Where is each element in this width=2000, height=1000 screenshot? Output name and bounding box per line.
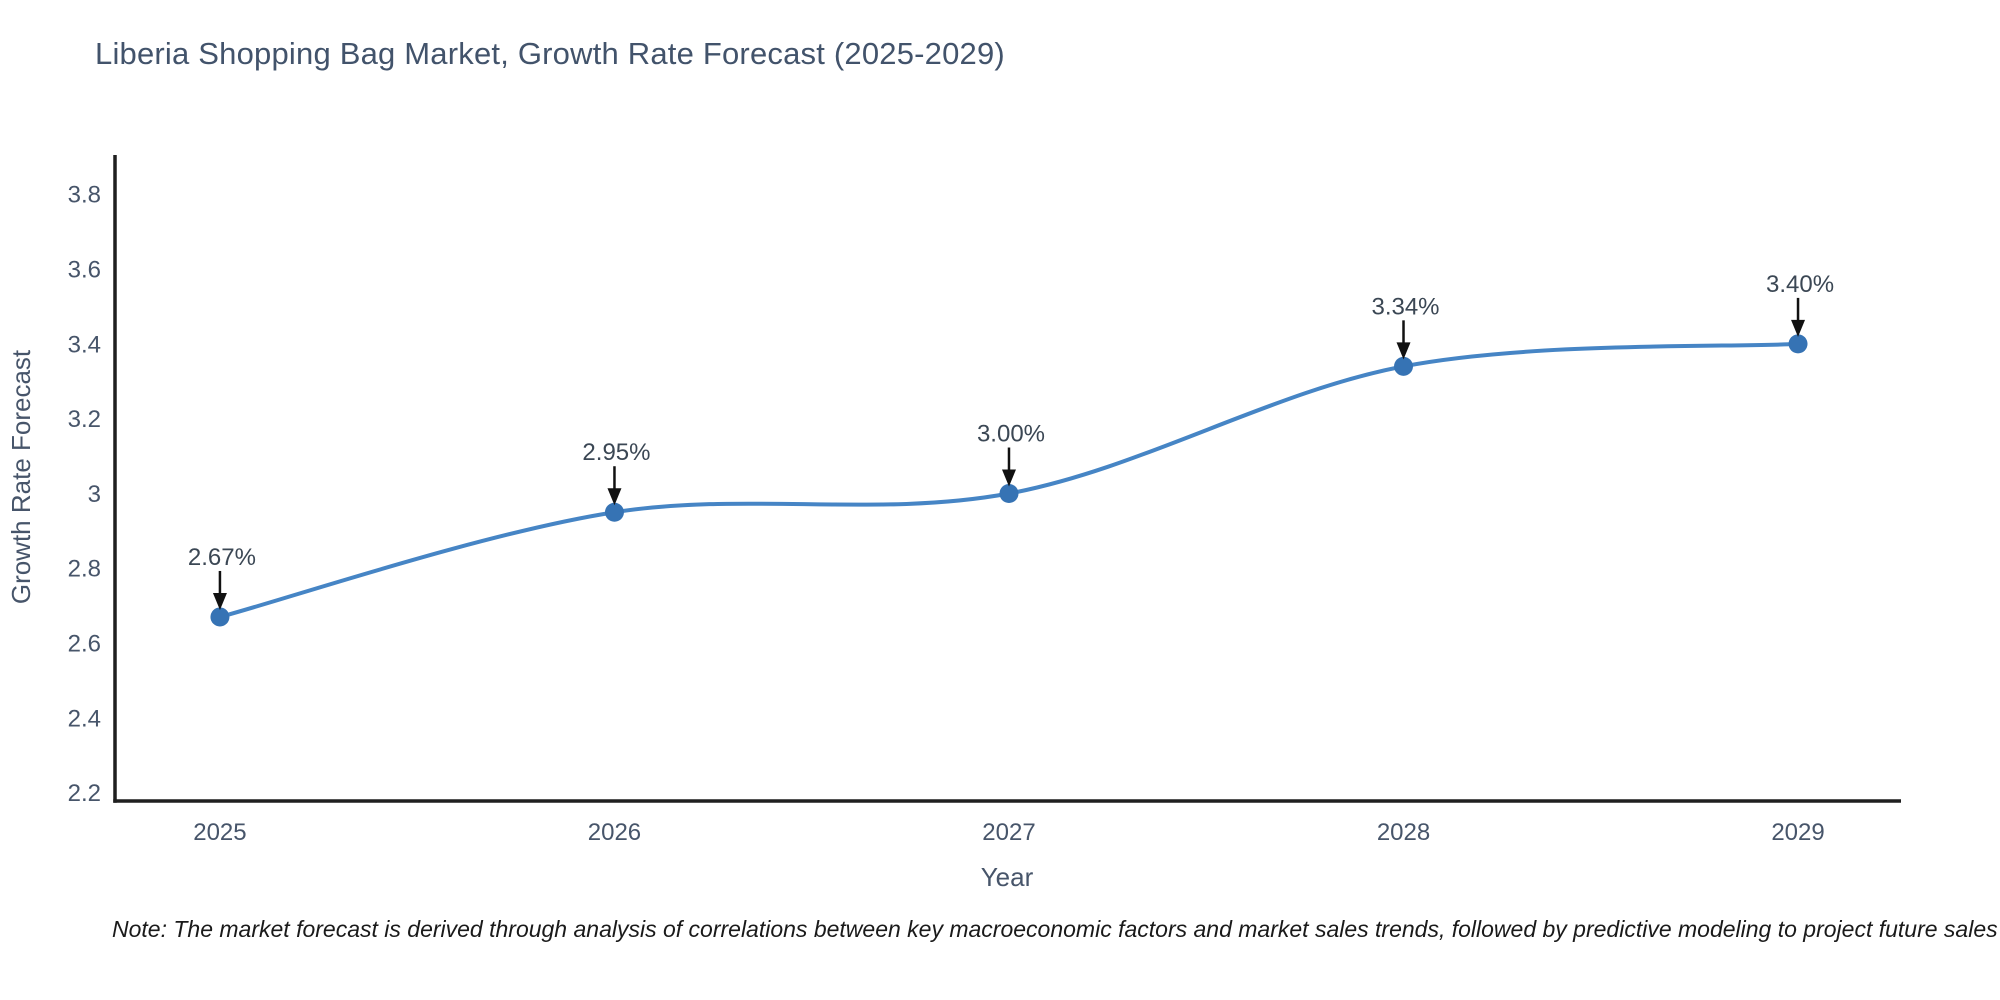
x-axis-ticks: 2025 2026 2027 2028 2029 — [193, 819, 1824, 846]
data-points — [210, 334, 1808, 627]
annotation-arrow-head — [1396, 342, 1411, 360]
y-axis-ticks: 2.2 2.4 2.6 2.8 3 3.2 3.4 3.6 3.8 — [68, 182, 101, 807]
data-point-marker — [1394, 356, 1414, 376]
y-tick-label: 3.4 — [68, 331, 101, 358]
y-tick-label: 3.2 — [68, 406, 101, 433]
point-annotation-label: 3.40% — [1766, 271, 1834, 298]
annotation-arrow-head — [212, 592, 227, 610]
y-tick-label: 3 — [88, 481, 101, 508]
data-point-marker — [604, 502, 624, 522]
data-point-marker — [1788, 334, 1808, 354]
annotation-arrow-head — [1791, 319, 1806, 337]
y-tick-label: 2.6 — [68, 631, 101, 658]
data-point-marker — [210, 607, 230, 627]
note-text: Note: The market forecast is derived thr… — [112, 916, 1998, 942]
x-tick-label: 2025 — [193, 819, 246, 846]
y-tick-label: 2.4 — [68, 705, 101, 732]
x-tick-label: 2027 — [982, 819, 1035, 846]
axes — [113, 155, 1901, 803]
point-annotation-label: 2.67% — [188, 544, 256, 571]
annotation-arrow-head — [1001, 469, 1016, 487]
point-annotation-label: 3.00% — [977, 421, 1045, 448]
x-tick-label: 2029 — [1771, 819, 1824, 846]
point-annotation-label: 2.95% — [582, 439, 650, 466]
data-point-marker — [999, 484, 1019, 504]
x-tick-label: 2028 — [1377, 819, 1430, 846]
annotation-arrow-head — [607, 488, 622, 506]
y-tick-label: 2.2 — [68, 780, 101, 807]
chart-title: Liberia Shopping Bag Market, Growth Rate… — [95, 36, 1005, 71]
y-tick-label: 3.6 — [68, 256, 101, 283]
x-axis-title: Year — [981, 862, 1034, 892]
point-annotation-label: 3.34% — [1371, 293, 1439, 320]
y-tick-label: 3.8 — [68, 182, 101, 209]
x-tick-label: 2026 — [588, 819, 641, 846]
y-tick-label: 2.8 — [68, 556, 101, 583]
y-axis-title: Growth Rate Forecast — [6, 349, 36, 604]
point-annotations: 2.67% 2.95% 3.00% 3.34% 3.40% — [188, 271, 1834, 610]
